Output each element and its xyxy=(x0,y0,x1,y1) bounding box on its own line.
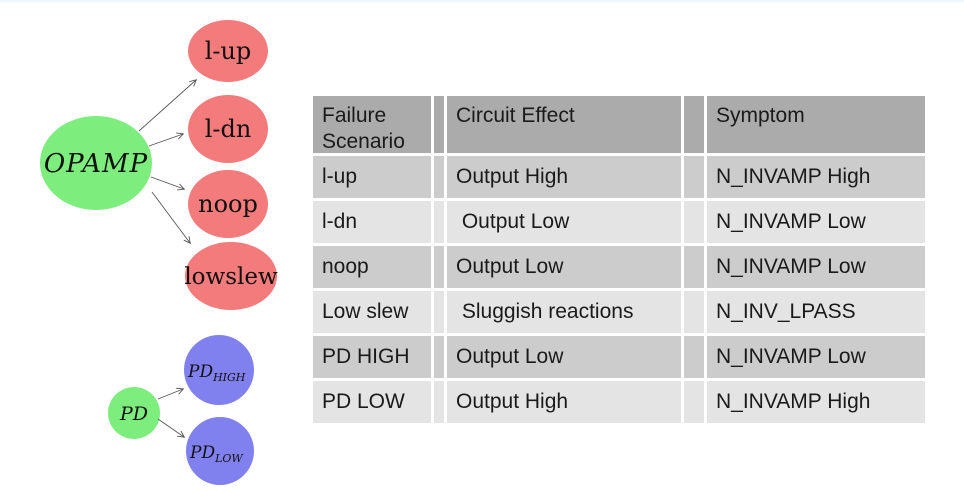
node-lowslew xyxy=(185,242,277,310)
fault-tree-diagram: OPAMP l-up l-dn noop lowslew PD PDHIGH P… xyxy=(40,20,278,485)
node-l-up xyxy=(188,20,268,82)
cell-spacer xyxy=(684,381,704,423)
label-l-up: l-up xyxy=(205,37,252,65)
edge-pd-pdlow xyxy=(157,418,184,437)
cell-scenario: PD HIGH xyxy=(313,336,431,378)
tree-edges xyxy=(138,80,196,437)
edge-opamp-noop xyxy=(150,176,184,189)
cell-scenario: l-up xyxy=(313,156,431,198)
failure-table: Failure Scenario Circuit Effect Symptom … xyxy=(313,96,925,423)
header-failure-scenario: Failure Scenario xyxy=(313,96,431,153)
cell-spacer xyxy=(684,291,704,333)
node-pd-high xyxy=(184,335,254,405)
edge-opamp-lowslew xyxy=(151,191,190,243)
cell-symptom: N_INVAMP Low xyxy=(707,336,925,378)
cell-spacer xyxy=(434,291,444,333)
label-l-dn: l-dn xyxy=(205,115,252,143)
cell-spacer xyxy=(434,246,444,288)
node-pd xyxy=(108,387,160,439)
cell-symptom: N_INVAMP Low xyxy=(707,246,925,288)
cell-scenario: PD LOW xyxy=(313,381,431,423)
cell-scenario: l-dn xyxy=(313,201,431,243)
cell-spacer xyxy=(434,201,444,243)
cell-symptom: N_INVAMP High xyxy=(707,156,925,198)
cell-spacer xyxy=(434,156,444,198)
header-spacer-1 xyxy=(434,96,444,153)
header-circuit-effect: Circuit Effect xyxy=(447,96,681,153)
edge-opamp-lup xyxy=(138,80,196,132)
label-noop: noop xyxy=(198,190,258,218)
cell-spacer xyxy=(684,201,704,243)
node-noop xyxy=(188,170,268,238)
cell-spacer xyxy=(434,336,444,378)
cell-symptom: N_INV_LPASS xyxy=(707,291,925,333)
cell-spacer xyxy=(684,156,704,198)
cell-symptom: N_INVAMP High xyxy=(707,381,925,423)
label-lowslew: lowslew xyxy=(184,264,278,290)
label-pd: PD xyxy=(119,403,148,425)
header-symptom: Symptom xyxy=(707,96,925,153)
cell-effect: Output Low xyxy=(447,336,681,378)
label-opamp: OPAMP xyxy=(44,149,148,179)
node-opamp xyxy=(40,116,152,210)
cell-spacer xyxy=(434,381,444,423)
cell-spacer xyxy=(684,336,704,378)
cell-effect: Output Low xyxy=(447,246,681,288)
label-pd-high: PDHIGH xyxy=(187,362,246,384)
node-pd-low xyxy=(186,417,254,485)
node-l-dn xyxy=(188,95,268,163)
cell-spacer xyxy=(684,246,704,288)
edge-opamp-ldn xyxy=(148,134,183,147)
cell-scenario: Low slew xyxy=(313,291,431,333)
cell-effect: Sluggish reactions xyxy=(447,291,681,333)
window-top-edge xyxy=(0,0,964,4)
cell-scenario: noop xyxy=(313,246,431,288)
edge-pd-pdhigh xyxy=(157,389,183,400)
label-pd-low: PDLOW xyxy=(189,443,244,465)
cell-effect: Output Low xyxy=(447,201,681,243)
cell-effect: Output High xyxy=(447,156,681,198)
cell-effect: Output High xyxy=(447,381,681,423)
header-spacer-2 xyxy=(684,96,704,153)
cell-symptom: N_INVAMP Low xyxy=(707,201,925,243)
